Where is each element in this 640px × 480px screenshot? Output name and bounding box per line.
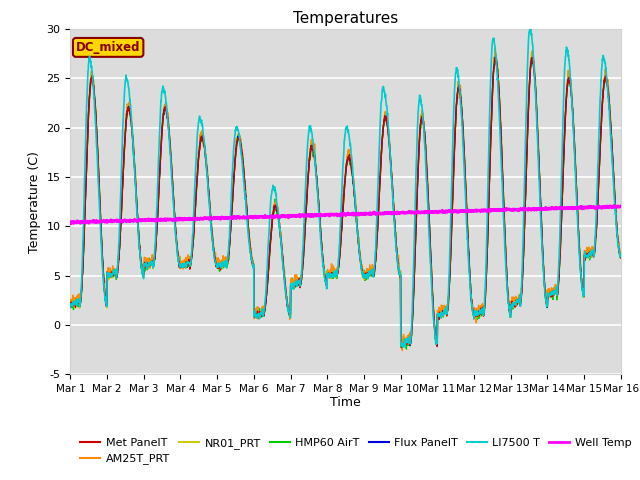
- Flux PanelT: [67, 303, 74, 309]
- AM25T_PRT: [506, 312, 514, 318]
- LI7500 T: [67, 305, 74, 311]
- LI7500 T: [584, 255, 592, 261]
- NR01_PRT: [617, 251, 625, 257]
- Legend: Met PanelT, AM25T_PRT, NR01_PRT, HMP60 AirT, Flux PanelT, LI7500 T, Well Temp: Met PanelT, AM25T_PRT, NR01_PRT, HMP60 A…: [76, 433, 636, 469]
- Flux PanelT: [220, 262, 228, 267]
- HMP60 AirT: [403, 346, 410, 352]
- Flux PanelT: [492, 54, 499, 60]
- HMP60 AirT: [374, 230, 381, 236]
- Line: NR01_PRT: NR01_PRT: [70, 57, 621, 347]
- NR01_PRT: [433, 344, 441, 349]
- LI7500 T: [220, 263, 228, 268]
- Well Temp: [374, 211, 381, 216]
- Flux PanelT: [362, 272, 369, 278]
- HMP60 AirT: [67, 303, 74, 309]
- AM25T_PRT: [220, 260, 228, 265]
- Met PanelT: [220, 263, 228, 268]
- LI7500 T: [617, 253, 625, 259]
- Met PanelT: [584, 251, 592, 257]
- Flux PanelT: [569, 108, 577, 113]
- NR01_PRT: [569, 105, 577, 111]
- AM25T_PRT: [374, 228, 381, 234]
- Line: Met PanelT: Met PanelT: [70, 57, 621, 348]
- NR01_PRT: [584, 254, 592, 260]
- Well Temp: [617, 203, 625, 209]
- LI7500 T: [374, 199, 381, 205]
- LI7500 T: [362, 272, 369, 278]
- Line: HMP60 AirT: HMP60 AirT: [70, 56, 621, 349]
- HMP60 AirT: [617, 252, 625, 258]
- AM25T_PRT: [399, 348, 406, 353]
- Well Temp: [220, 215, 228, 221]
- NR01_PRT: [492, 54, 499, 60]
- LI7500 T: [527, 24, 534, 30]
- HMP60 AirT: [528, 53, 536, 59]
- Met PanelT: [529, 54, 536, 60]
- HMP60 AirT: [584, 254, 592, 260]
- LI7500 T: [506, 309, 513, 315]
- AM25T_PRT: [492, 45, 499, 51]
- Well Temp: [362, 211, 369, 217]
- NR01_PRT: [506, 308, 514, 314]
- Flux PanelT: [506, 310, 514, 316]
- Met PanelT: [374, 232, 381, 238]
- Well Temp: [610, 203, 618, 208]
- AM25T_PRT: [617, 251, 625, 256]
- Flux PanelT: [617, 253, 625, 259]
- Met PanelT: [397, 345, 405, 350]
- Well Temp: [568, 205, 576, 211]
- Well Temp: [584, 204, 591, 210]
- X-axis label: Time: Time: [330, 396, 361, 408]
- Well Temp: [67, 221, 74, 227]
- Line: Well Temp: Well Temp: [70, 205, 621, 224]
- AM25T_PRT: [67, 302, 74, 308]
- AM25T_PRT: [569, 106, 577, 111]
- Line: Flux PanelT: Flux PanelT: [70, 57, 621, 346]
- Well Temp: [506, 206, 513, 212]
- HMP60 AirT: [220, 262, 228, 268]
- AM25T_PRT: [362, 275, 369, 281]
- NR01_PRT: [362, 272, 369, 278]
- Title: Temperatures: Temperatures: [293, 11, 398, 26]
- LI7500 T: [399, 344, 406, 350]
- HMP60 AirT: [362, 277, 369, 283]
- Met PanelT: [506, 311, 513, 316]
- Flux PanelT: [433, 343, 441, 349]
- NR01_PRT: [67, 301, 74, 307]
- HMP60 AirT: [569, 107, 577, 113]
- NR01_PRT: [374, 230, 381, 236]
- Y-axis label: Temperature (C): Temperature (C): [28, 151, 41, 252]
- Met PanelT: [617, 255, 625, 261]
- NR01_PRT: [220, 261, 228, 266]
- Line: LI7500 T: LI7500 T: [70, 27, 621, 347]
- AM25T_PRT: [584, 252, 592, 258]
- Met PanelT: [362, 272, 369, 278]
- Flux PanelT: [374, 230, 381, 236]
- Met PanelT: [67, 300, 74, 306]
- Text: DC_mixed: DC_mixed: [76, 41, 140, 54]
- Flux PanelT: [584, 252, 592, 258]
- LI7500 T: [569, 113, 577, 119]
- Line: AM25T_PRT: AM25T_PRT: [70, 48, 621, 350]
- Met PanelT: [569, 106, 577, 112]
- HMP60 AirT: [506, 309, 513, 315]
